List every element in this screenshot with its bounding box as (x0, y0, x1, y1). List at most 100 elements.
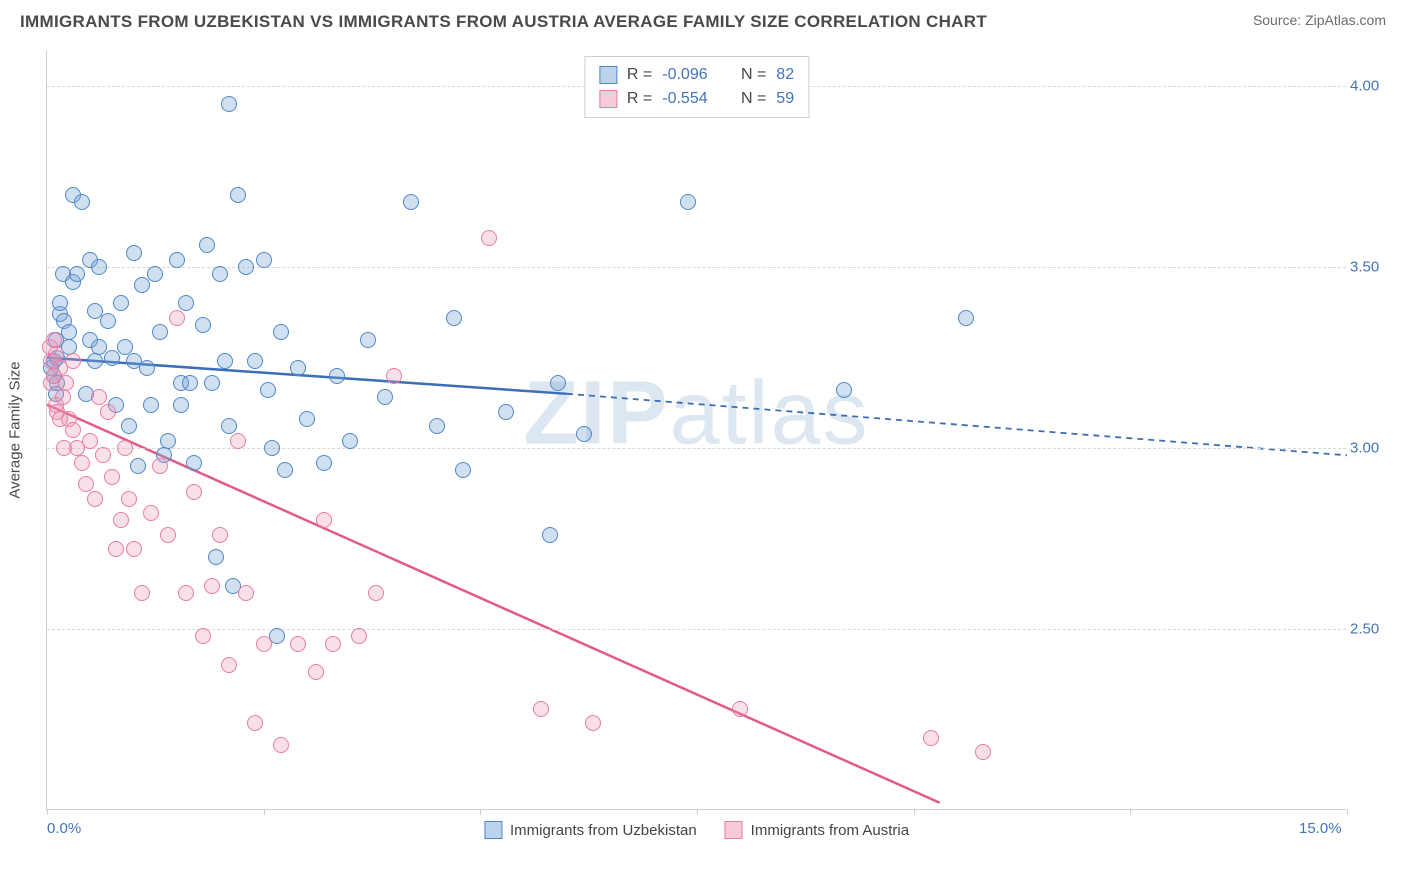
scatter-point (446, 310, 462, 326)
x-tick-label: 15.0% (1299, 820, 1342, 837)
scatter-point (498, 404, 514, 420)
scatter-point (533, 701, 549, 717)
scatter-point (91, 259, 107, 275)
scatter-point (55, 389, 71, 405)
scatter-point (238, 259, 254, 275)
scatter-point (126, 245, 142, 261)
y-axis-title: Average Family Size (7, 361, 24, 498)
x-tick (1130, 809, 1131, 815)
scatter-point (204, 578, 220, 594)
scatter-point (256, 252, 272, 268)
legend-label: Immigrants from Uzbekistan (510, 822, 697, 839)
scatter-point (182, 375, 198, 391)
legend-series-item: Immigrants from Austria (725, 821, 909, 839)
y-tick-label: 2.50 (1350, 621, 1392, 638)
scatter-point (130, 458, 146, 474)
scatter-point (195, 628, 211, 644)
scatter-point (212, 527, 228, 543)
legend-swatch (725, 821, 743, 839)
scatter-point (91, 389, 107, 405)
scatter-point (61, 324, 77, 340)
scatter-point (108, 541, 124, 557)
scatter-point (429, 418, 445, 434)
x-tick (697, 809, 698, 815)
scatter-point (87, 491, 103, 507)
scatter-point (199, 237, 215, 253)
legend-stat-row: R = -0.096 N = 82 (599, 63, 794, 87)
trend-line (567, 394, 1347, 456)
scatter-point (173, 397, 189, 413)
scatter-point (113, 295, 129, 311)
scatter-point (923, 730, 939, 746)
scatter-point (160, 527, 176, 543)
scatter-point (230, 187, 246, 203)
scatter-point (221, 96, 237, 112)
y-tick-label: 3.50 (1350, 259, 1392, 276)
scatter-point (316, 512, 332, 528)
scatter-point (169, 310, 185, 326)
scatter-point (273, 737, 289, 753)
scatter-point (247, 715, 263, 731)
scatter-point (134, 585, 150, 601)
scatter-point (316, 455, 332, 471)
scatter-point (117, 440, 133, 456)
scatter-point (65, 353, 81, 369)
scatter-point (87, 353, 103, 369)
scatter-point (178, 295, 194, 311)
scatter-point (152, 458, 168, 474)
scatter-point (351, 628, 367, 644)
scatter-point (836, 382, 852, 398)
y-tick-label: 4.00 (1350, 78, 1392, 95)
scatter-point (204, 375, 220, 391)
scatter-point (212, 266, 228, 282)
x-tick (480, 809, 481, 815)
scatter-point (238, 585, 254, 601)
scatter-point (58, 375, 74, 391)
scatter-point (325, 636, 341, 652)
legend-label: Immigrants from Austria (751, 822, 909, 839)
scatter-point (152, 324, 168, 340)
scatter-point (217, 353, 233, 369)
scatter-point (126, 541, 142, 557)
x-tick (264, 809, 265, 815)
legend-stats: R = -0.096 N = 82R = -0.554 N = 59 (584, 56, 809, 118)
trend-lines (47, 50, 1347, 810)
scatter-point (139, 360, 155, 376)
scatter-point (74, 455, 90, 471)
scatter-point (221, 657, 237, 673)
chart-container: Average Family Size ZIPatlas R = -0.096 … (46, 50, 1386, 840)
scatter-point (52, 295, 68, 311)
scatter-point (256, 636, 272, 652)
legend-stat-row: R = -0.554 N = 59 (599, 87, 794, 111)
trend-line (47, 405, 940, 803)
scatter-point (100, 404, 116, 420)
legend-series-item: Immigrants from Uzbekistan (484, 821, 697, 839)
x-tick (914, 809, 915, 815)
scatter-point (329, 368, 345, 384)
x-tick-label: 0.0% (47, 820, 81, 837)
legend-swatch (484, 821, 502, 839)
scatter-point (95, 447, 111, 463)
scatter-point (377, 389, 393, 405)
x-tick (47, 809, 48, 815)
source-attribution: Source: ZipAtlas.com (1253, 12, 1386, 28)
scatter-point (208, 549, 224, 565)
scatter-point (290, 360, 306, 376)
scatter-point (290, 636, 306, 652)
scatter-point (230, 433, 246, 449)
scatter-point (273, 324, 289, 340)
scatter-point (121, 491, 137, 507)
scatter-point (576, 426, 592, 442)
scatter-point (585, 715, 601, 731)
scatter-point (386, 368, 402, 384)
scatter-point (360, 332, 376, 348)
scatter-point (195, 317, 211, 333)
scatter-point (104, 469, 120, 485)
scatter-point (100, 313, 116, 329)
scatter-point (143, 397, 159, 413)
scatter-point (65, 422, 81, 438)
scatter-point (680, 194, 696, 210)
scatter-point (260, 382, 276, 398)
scatter-point (455, 462, 471, 478)
scatter-point (958, 310, 974, 326)
